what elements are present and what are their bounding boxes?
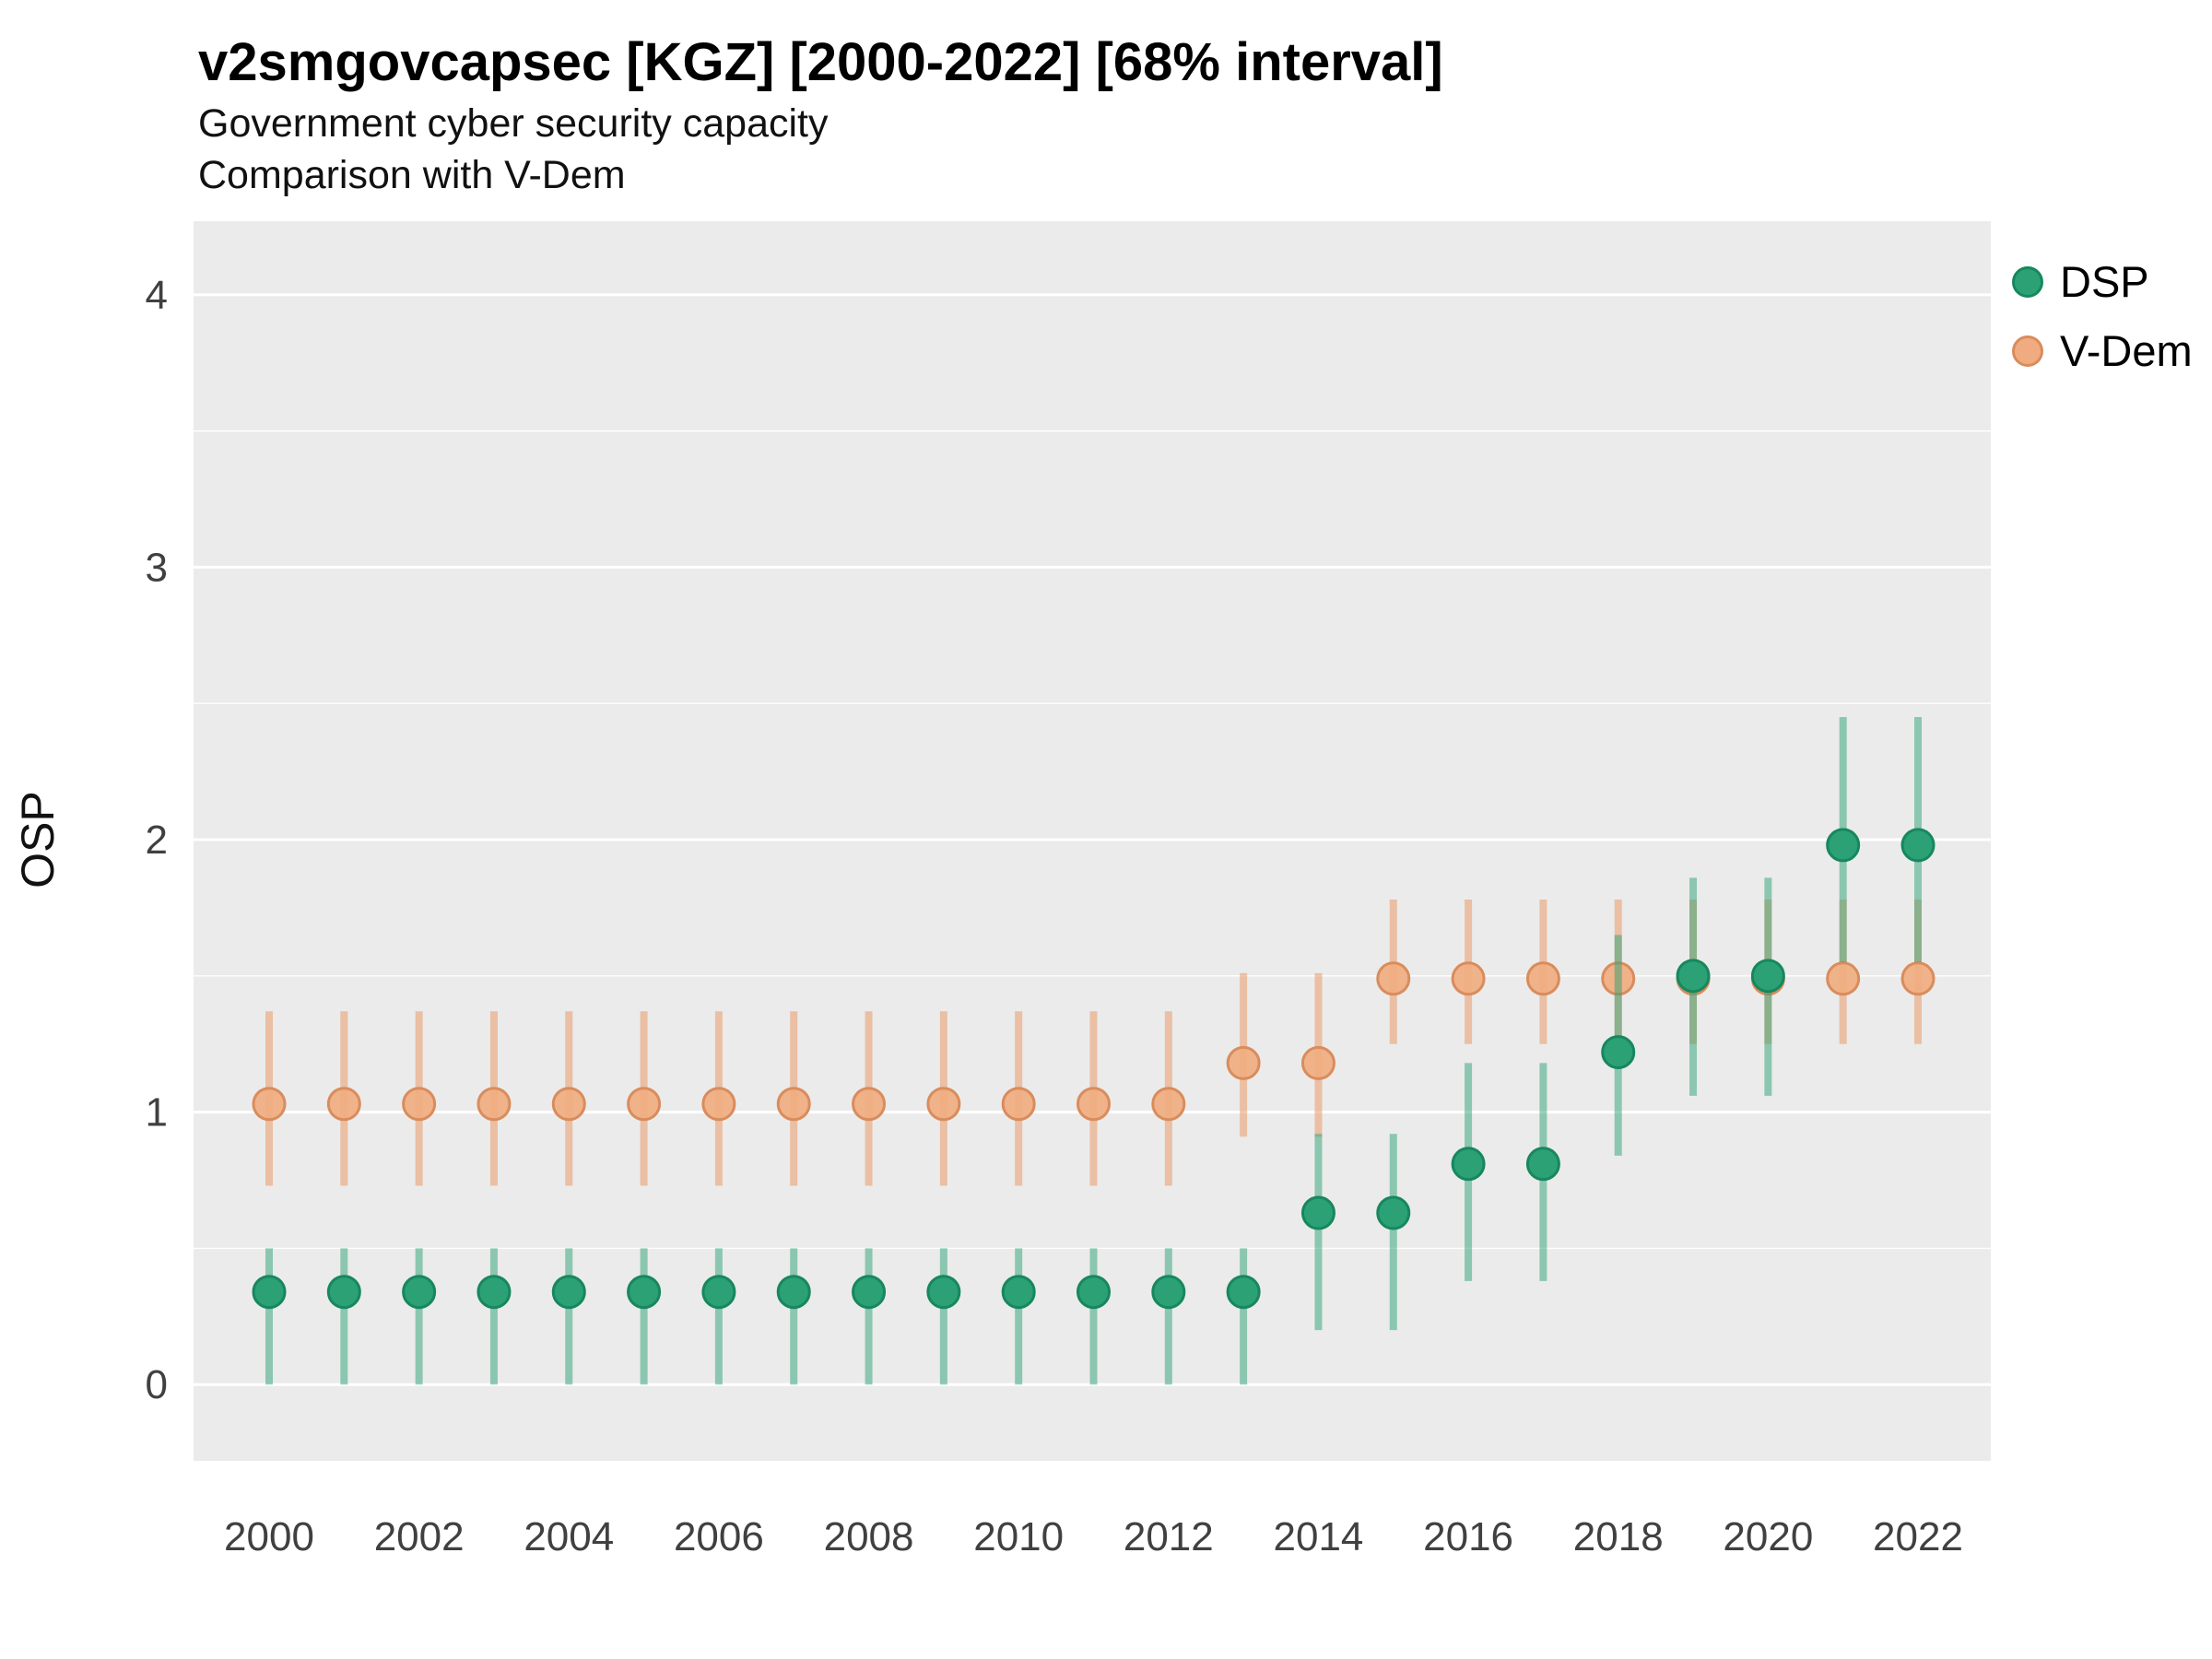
- v-dem-data-point: [926, 1087, 961, 1122]
- v-dem-data-point: [1151, 1087, 1186, 1122]
- dsp-data-point: [551, 1275, 586, 1310]
- x-tick-label: 2014: [1274, 1514, 1364, 1559]
- legend-item-dsp: DSP: [2012, 256, 2193, 307]
- x-tick-label: 2012: [1124, 1514, 1214, 1559]
- dsp-data-point: [852, 1275, 887, 1310]
- v-dem-data-point: [326, 1087, 361, 1122]
- legend-item-vdem: V-Dem: [2012, 325, 2193, 376]
- v-dem-data-point: [1525, 961, 1560, 996]
- dsp-data-point: [1151, 1275, 1186, 1310]
- legend-label-vdem: V-Dem: [2060, 326, 2193, 375]
- dsp-data-point: [926, 1275, 961, 1310]
- dsp-data-point: [1077, 1275, 1111, 1310]
- dsp-data-point: [1676, 959, 1711, 994]
- dsp-data-point: [1451, 1147, 1486, 1182]
- vdem-swatch-icon: [2012, 335, 2043, 367]
- v-dem-data-point: [852, 1087, 887, 1122]
- dsp-data-point: [326, 1275, 361, 1310]
- dsp-data-point: [402, 1275, 437, 1310]
- x-tick-label: 2016: [1423, 1514, 1513, 1559]
- dsp-data-point: [701, 1275, 736, 1310]
- v-dem-data-point: [1826, 961, 1861, 996]
- x-tick-label: 2004: [524, 1514, 614, 1559]
- dsp-data-point: [1525, 1147, 1560, 1182]
- y-tick-label: 1: [146, 1090, 168, 1135]
- y-tick-label: 2: [146, 818, 168, 863]
- v-dem-data-point: [1376, 961, 1411, 996]
- chart-title: v2smgovcapsec [KGZ] [2000-2022] [68% int…: [198, 32, 1443, 92]
- dsp-swatch-icon: [2012, 265, 2043, 298]
- v-dem-data-point: [252, 1087, 287, 1122]
- chart-subtitle-1: Government cyber security capacity: [198, 101, 829, 146]
- dsp-data-point: [1226, 1275, 1261, 1310]
- v-dem-data-point: [627, 1087, 662, 1122]
- y-tick-label: 3: [146, 545, 168, 590]
- v-dem-data-point: [1077, 1087, 1111, 1122]
- dsp-data-point: [627, 1275, 662, 1310]
- legend-label-dsp: DSP: [2060, 257, 2149, 306]
- v-dem-data-point: [776, 1087, 811, 1122]
- dsp-data-point: [477, 1275, 512, 1310]
- x-tick-label: 2006: [674, 1514, 764, 1559]
- y-axis-title: OSP: [12, 791, 64, 888]
- chart-subtitle-2: Comparison with V-Dem: [198, 153, 626, 197]
- v-dem-data-point: [1451, 961, 1486, 996]
- dsp-data-point: [1750, 959, 1785, 994]
- dsp-data-point: [1300, 1195, 1335, 1230]
- v-dem-data-point: [402, 1087, 437, 1122]
- v-dem-data-point: [477, 1087, 512, 1122]
- legend: DSP V-Dem: [2012, 256, 2193, 376]
- dsp-data-point: [1001, 1275, 1036, 1310]
- v-dem-data-point: [1300, 1045, 1335, 1080]
- x-tick-label: 2010: [973, 1514, 1064, 1559]
- x-tick-label: 2008: [824, 1514, 914, 1559]
- dsp-data-point: [1601, 1035, 1636, 1070]
- v-dem-data-point: [701, 1087, 736, 1122]
- dsp-data-point: [1826, 828, 1861, 863]
- x-tick-label: 2018: [1573, 1514, 1664, 1559]
- x-tick-label: 2002: [374, 1514, 465, 1559]
- x-tick-label: 2020: [1723, 1514, 1813, 1559]
- y-tick-label: 4: [146, 273, 168, 318]
- x-tick-label: 2022: [1873, 1514, 1963, 1559]
- v-dem-data-point: [1226, 1045, 1261, 1080]
- v-dem-data-point: [551, 1087, 586, 1122]
- dsp-data-point: [776, 1275, 811, 1310]
- dsp-data-point: [1376, 1195, 1411, 1230]
- v-dem-data-point: [1001, 1087, 1036, 1122]
- v-dem-data-point: [1900, 961, 1936, 996]
- y-tick-label: 0: [146, 1362, 168, 1407]
- dsp-data-point: [1900, 828, 1936, 863]
- x-tick-label: 2000: [224, 1514, 314, 1559]
- dsp-data-point: [252, 1275, 287, 1310]
